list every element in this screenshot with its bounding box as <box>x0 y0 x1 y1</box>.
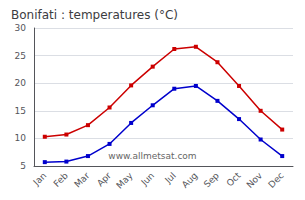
svg-text:Dec: Dec <box>266 170 285 189</box>
svg-text:Nov: Nov <box>245 170 265 190</box>
svg-text:25: 25 <box>15 51 26 61</box>
svg-text:Mar: Mar <box>72 170 91 189</box>
svg-text:Apr: Apr <box>95 170 113 188</box>
svg-text:10: 10 <box>15 133 27 143</box>
svg-text:Feb: Feb <box>52 170 71 189</box>
svg-text:Oct: Oct <box>225 170 243 188</box>
svg-text:5: 5 <box>20 161 26 171</box>
svg-text:Jan: Jan <box>31 170 49 188</box>
svg-text:20: 20 <box>15 78 27 88</box>
svg-text:Bonifati : temperatures (°C): Bonifati : temperatures (°C) <box>11 8 178 22</box>
svg-text:Jun: Jun <box>139 170 157 188</box>
svg-text:May: May <box>114 170 135 191</box>
svg-text:Aug: Aug <box>180 170 199 189</box>
svg-text:Jul: Jul <box>162 170 177 185</box>
svg-text:Sep: Sep <box>202 170 221 189</box>
svg-text:15: 15 <box>15 106 26 116</box>
svg-text:30: 30 <box>15 23 27 33</box>
svg-text:www.allmetsat.com: www.allmetsat.com <box>108 151 196 161</box>
